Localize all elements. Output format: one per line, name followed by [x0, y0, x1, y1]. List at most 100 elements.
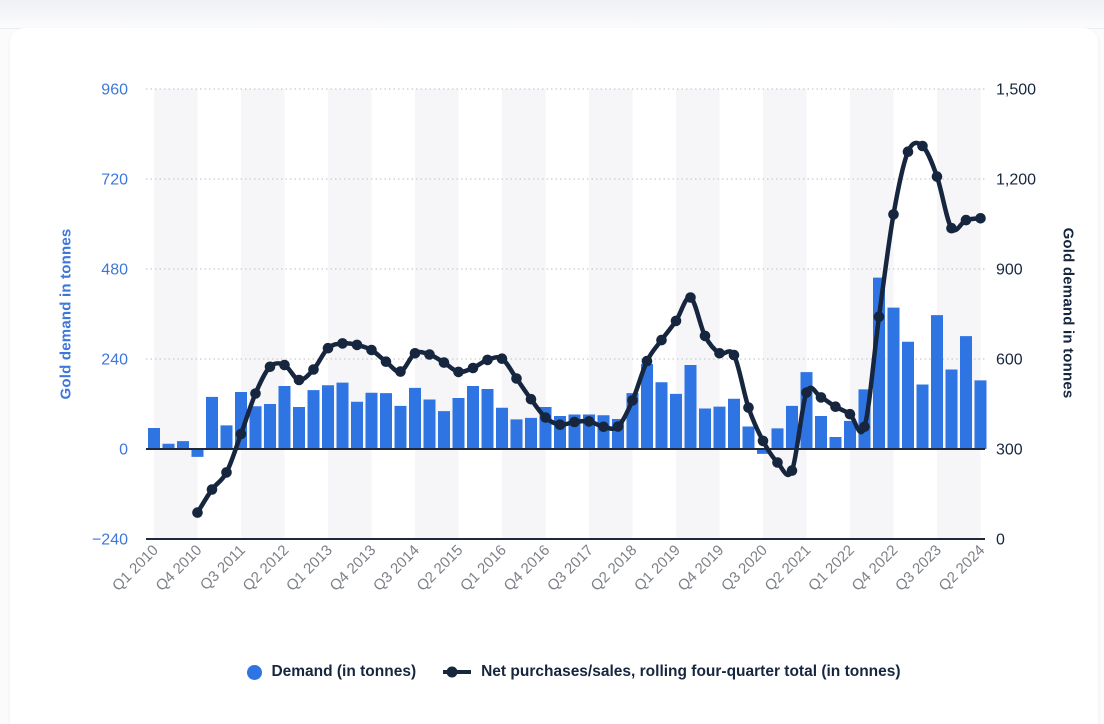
bar[interactable] [684, 365, 697, 449]
trend-point[interactable] [467, 362, 479, 374]
trend-point[interactable] [569, 416, 580, 428]
trend-point[interactable] [380, 356, 392, 368]
trend-point[interactable] [293, 374, 305, 386]
trend-point[interactable] [815, 392, 827, 403]
trend-point[interactable] [395, 366, 406, 377]
bar[interactable] [249, 406, 262, 449]
trend-point[interactable] [337, 338, 348, 349]
trend-point[interactable] [801, 387, 812, 398]
bar[interactable] [496, 407, 508, 449]
bar[interactable] [757, 449, 769, 454]
bar[interactable] [742, 426, 755, 450]
trend-point[interactable] [917, 140, 928, 152]
trend-point[interactable] [438, 357, 450, 368]
trend-point[interactable] [844, 408, 856, 420]
trend-point[interactable] [583, 416, 595, 427]
bar[interactable] [365, 392, 378, 449]
trend-point[interactable] [743, 402, 754, 413]
bar[interactable] [960, 336, 972, 449]
trend-point[interactable] [264, 361, 276, 373]
bar[interactable] [902, 341, 914, 449]
trend-point[interactable] [322, 342, 334, 354]
legend-item-demand[interactable]: Demand (in tonnes) [247, 663, 416, 681]
bar[interactable] [351, 401, 363, 449]
bar[interactable] [916, 384, 929, 450]
bar[interactable] [887, 307, 900, 449]
trend-point[interactable] [511, 373, 522, 384]
bar[interactable] [336, 382, 349, 449]
trend-point[interactable] [540, 412, 551, 423]
trend-point[interactable] [409, 348, 421, 359]
bar[interactable] [278, 386, 291, 449]
bar[interactable] [699, 408, 711, 450]
bar[interactable] [655, 382, 668, 449]
bar[interactable] [525, 417, 537, 449]
bar[interactable] [264, 404, 276, 449]
bar[interactable] [307, 390, 320, 449]
trend-point[interactable] [279, 359, 290, 371]
trend-point[interactable] [757, 435, 769, 447]
trend-point[interactable] [598, 421, 609, 433]
bar[interactable] [786, 405, 798, 449]
trend-point[interactable] [772, 457, 783, 468]
trend-point[interactable] [627, 395, 638, 406]
trend-point[interactable] [192, 507, 203, 518]
bar[interactable] [467, 386, 479, 449]
bar[interactable] [148, 428, 160, 449]
trend-point[interactable] [888, 209, 899, 220]
trend-point[interactable] [308, 364, 319, 375]
trend-point[interactable] [351, 339, 363, 351]
bar[interactable] [322, 385, 334, 449]
trend-point[interactable] [830, 401, 841, 413]
trend-point[interactable] [656, 334, 667, 346]
bar[interactable] [162, 443, 175, 449]
bar[interactable] [829, 437, 842, 449]
bar[interactable] [409, 387, 421, 449]
bar[interactable] [728, 398, 740, 449]
trend-point[interactable] [496, 353, 508, 365]
bar[interactable] [293, 407, 305, 449]
trend-point[interactable] [235, 428, 247, 440]
bar[interactable] [844, 420, 856, 449]
bar[interactable] [597, 415, 610, 449]
bar[interactable] [206, 396, 218, 449]
trend-point[interactable] [221, 467, 232, 478]
bar[interactable] [220, 425, 233, 449]
bar[interactable] [438, 411, 450, 449]
trend-point[interactable] [931, 171, 943, 182]
bar[interactable] [713, 406, 726, 449]
trend-point[interactable] [960, 214, 972, 226]
trend-point[interactable] [366, 344, 377, 356]
trend-point[interactable] [525, 393, 537, 405]
bar[interactable] [177, 441, 189, 449]
trend-point[interactable] [859, 421, 870, 433]
trend-point[interactable] [685, 292, 696, 303]
bar[interactable] [380, 393, 392, 449]
trend-point[interactable] [728, 349, 740, 361]
trend-point[interactable] [786, 465, 798, 476]
bar[interactable] [191, 449, 204, 457]
trend-point[interactable] [612, 421, 624, 432]
trend-point[interactable] [699, 330, 711, 342]
trend-point[interactable] [641, 355, 653, 367]
trend-point[interactable] [424, 349, 435, 360]
bar[interactable] [423, 399, 436, 450]
bar[interactable] [510, 419, 523, 449]
trend-point[interactable] [946, 222, 957, 234]
trend-point[interactable] [453, 366, 464, 378]
trend-point[interactable] [554, 419, 566, 431]
bar[interactable] [815, 416, 827, 449]
trend-point[interactable] [975, 213, 986, 224]
bar[interactable] [974, 380, 987, 449]
bar[interactable] [945, 369, 958, 450]
bar[interactable] [641, 363, 653, 449]
trend-point[interactable] [873, 311, 885, 323]
bar[interactable] [931, 315, 943, 449]
trend-point[interactable] [206, 484, 218, 495]
bar[interactable] [394, 405, 407, 449]
bar[interactable] [771, 428, 784, 449]
bar[interactable] [452, 398, 465, 449]
trend-point[interactable] [670, 315, 682, 327]
trend-point[interactable] [482, 354, 493, 366]
trend-point[interactable] [250, 388, 261, 399]
